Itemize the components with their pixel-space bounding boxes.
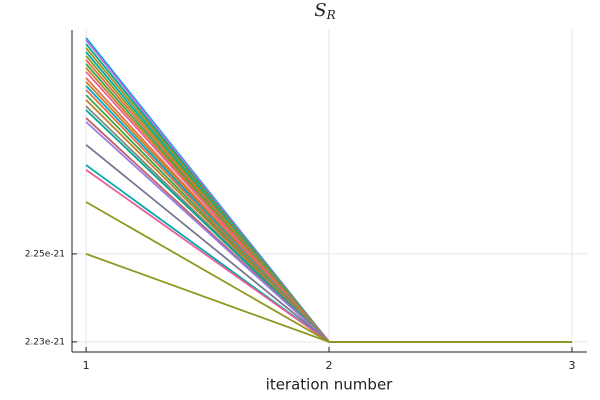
y-tick-label: 2.25e-21 [25,249,65,259]
title-main: S [314,0,326,21]
series-line [85,253,572,343]
chart-title: SR [314,0,335,22]
x-tick-label: 2 [326,359,333,372]
x-axis-label: iteration number [266,376,394,394]
title-subscript: R [326,8,336,22]
x-tick-label: 1 [83,359,90,372]
y-tick-label: 2.23e-21 [25,337,65,347]
x-tick-label: 3 [568,359,575,372]
